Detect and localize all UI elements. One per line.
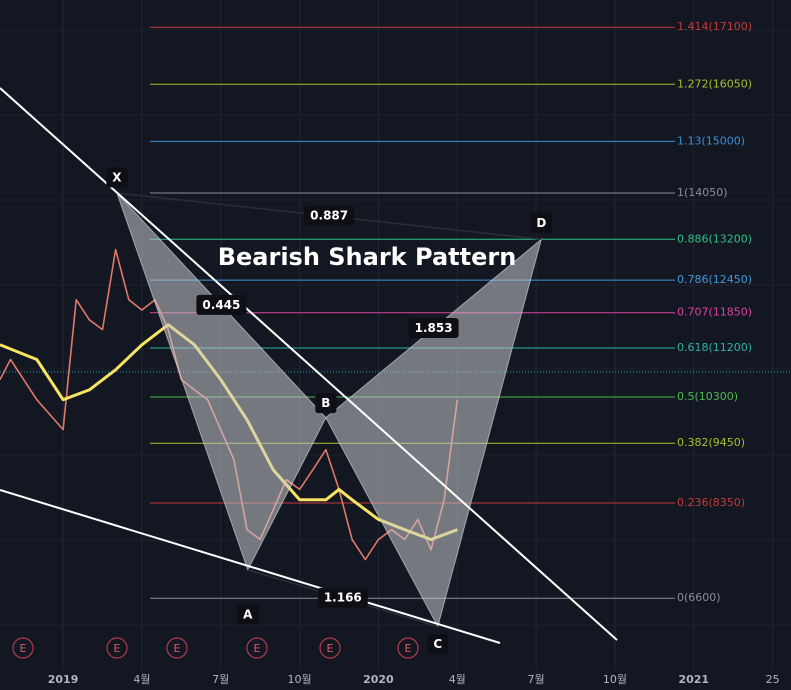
x-tick-label: 4월: [133, 673, 150, 686]
trend-line: [0, 87, 618, 641]
fib-label: 1(14050): [677, 186, 728, 199]
ratio-label: 0.887: [310, 209, 348, 223]
x-tick-label: 2019: [48, 673, 79, 686]
point-label: B: [321, 396, 330, 410]
earnings-label: E: [254, 642, 261, 655]
x-tick-label: 25: [766, 673, 780, 686]
point-label: C: [433, 637, 442, 651]
point-label: D: [536, 216, 546, 230]
fib-label: 1.272(16050): [677, 77, 752, 90]
ratio-label-box: [196, 294, 247, 315]
fib-label: 0.236(8350): [677, 496, 745, 509]
x-tick-label: 4월: [449, 673, 466, 686]
earnings-label: E: [20, 642, 27, 655]
ratio-label-box: [304, 205, 355, 226]
point-label-box: [530, 212, 553, 233]
earnings-marker: [166, 637, 188, 659]
earnings-marker: [12, 637, 34, 659]
earnings-marker: [106, 637, 128, 659]
earnings-label: E: [174, 642, 181, 655]
ratio-label-box: [317, 587, 368, 608]
ratio-label: 1.166: [324, 591, 362, 605]
fib-label: 0.382(9450): [677, 436, 745, 449]
x-tick-label: 10월: [288, 673, 312, 686]
fib-label: 0.786(12450): [677, 273, 752, 286]
earnings-marker: [246, 637, 268, 659]
x-tick-label: 7월: [528, 673, 545, 686]
fib-label: 0(6600): [677, 591, 721, 604]
ratio-label: 1.853: [415, 321, 453, 335]
fib-label: 1.13(15000): [677, 134, 745, 147]
earnings-label: E: [114, 642, 121, 655]
fib-label: 0.5(10300): [677, 390, 738, 403]
point-label-box: [427, 633, 449, 654]
point-label: X: [112, 171, 122, 185]
fib-label: 0.618(11200): [677, 341, 752, 354]
trend-line: [0, 489, 501, 644]
point-label-box: [106, 167, 129, 188]
fib-label: 0.707(11850): [677, 306, 752, 319]
x-tick-label: 2021: [678, 673, 709, 686]
fib-label: 0.886(13200): [677, 232, 752, 245]
ratio-label-box: [408, 317, 459, 338]
x-tick-label: 10월: [603, 673, 627, 686]
earnings-label: E: [405, 642, 412, 655]
point-label-box: [315, 393, 337, 414]
ratio-label: 0.445: [202, 298, 240, 312]
x-tick-label: 7월: [212, 673, 229, 686]
point-label: A: [243, 607, 253, 621]
x-axis-bg: [0, 670, 791, 690]
fib-label: 1.414(17100): [677, 20, 752, 33]
earnings-marker: [319, 637, 341, 659]
point-label-box: [237, 604, 260, 625]
earnings-marker: [397, 637, 419, 659]
earnings-label: E: [327, 642, 334, 655]
chart-title: Bearish Shark Pattern: [218, 243, 517, 271]
x-tick-label: 2020: [363, 673, 394, 686]
